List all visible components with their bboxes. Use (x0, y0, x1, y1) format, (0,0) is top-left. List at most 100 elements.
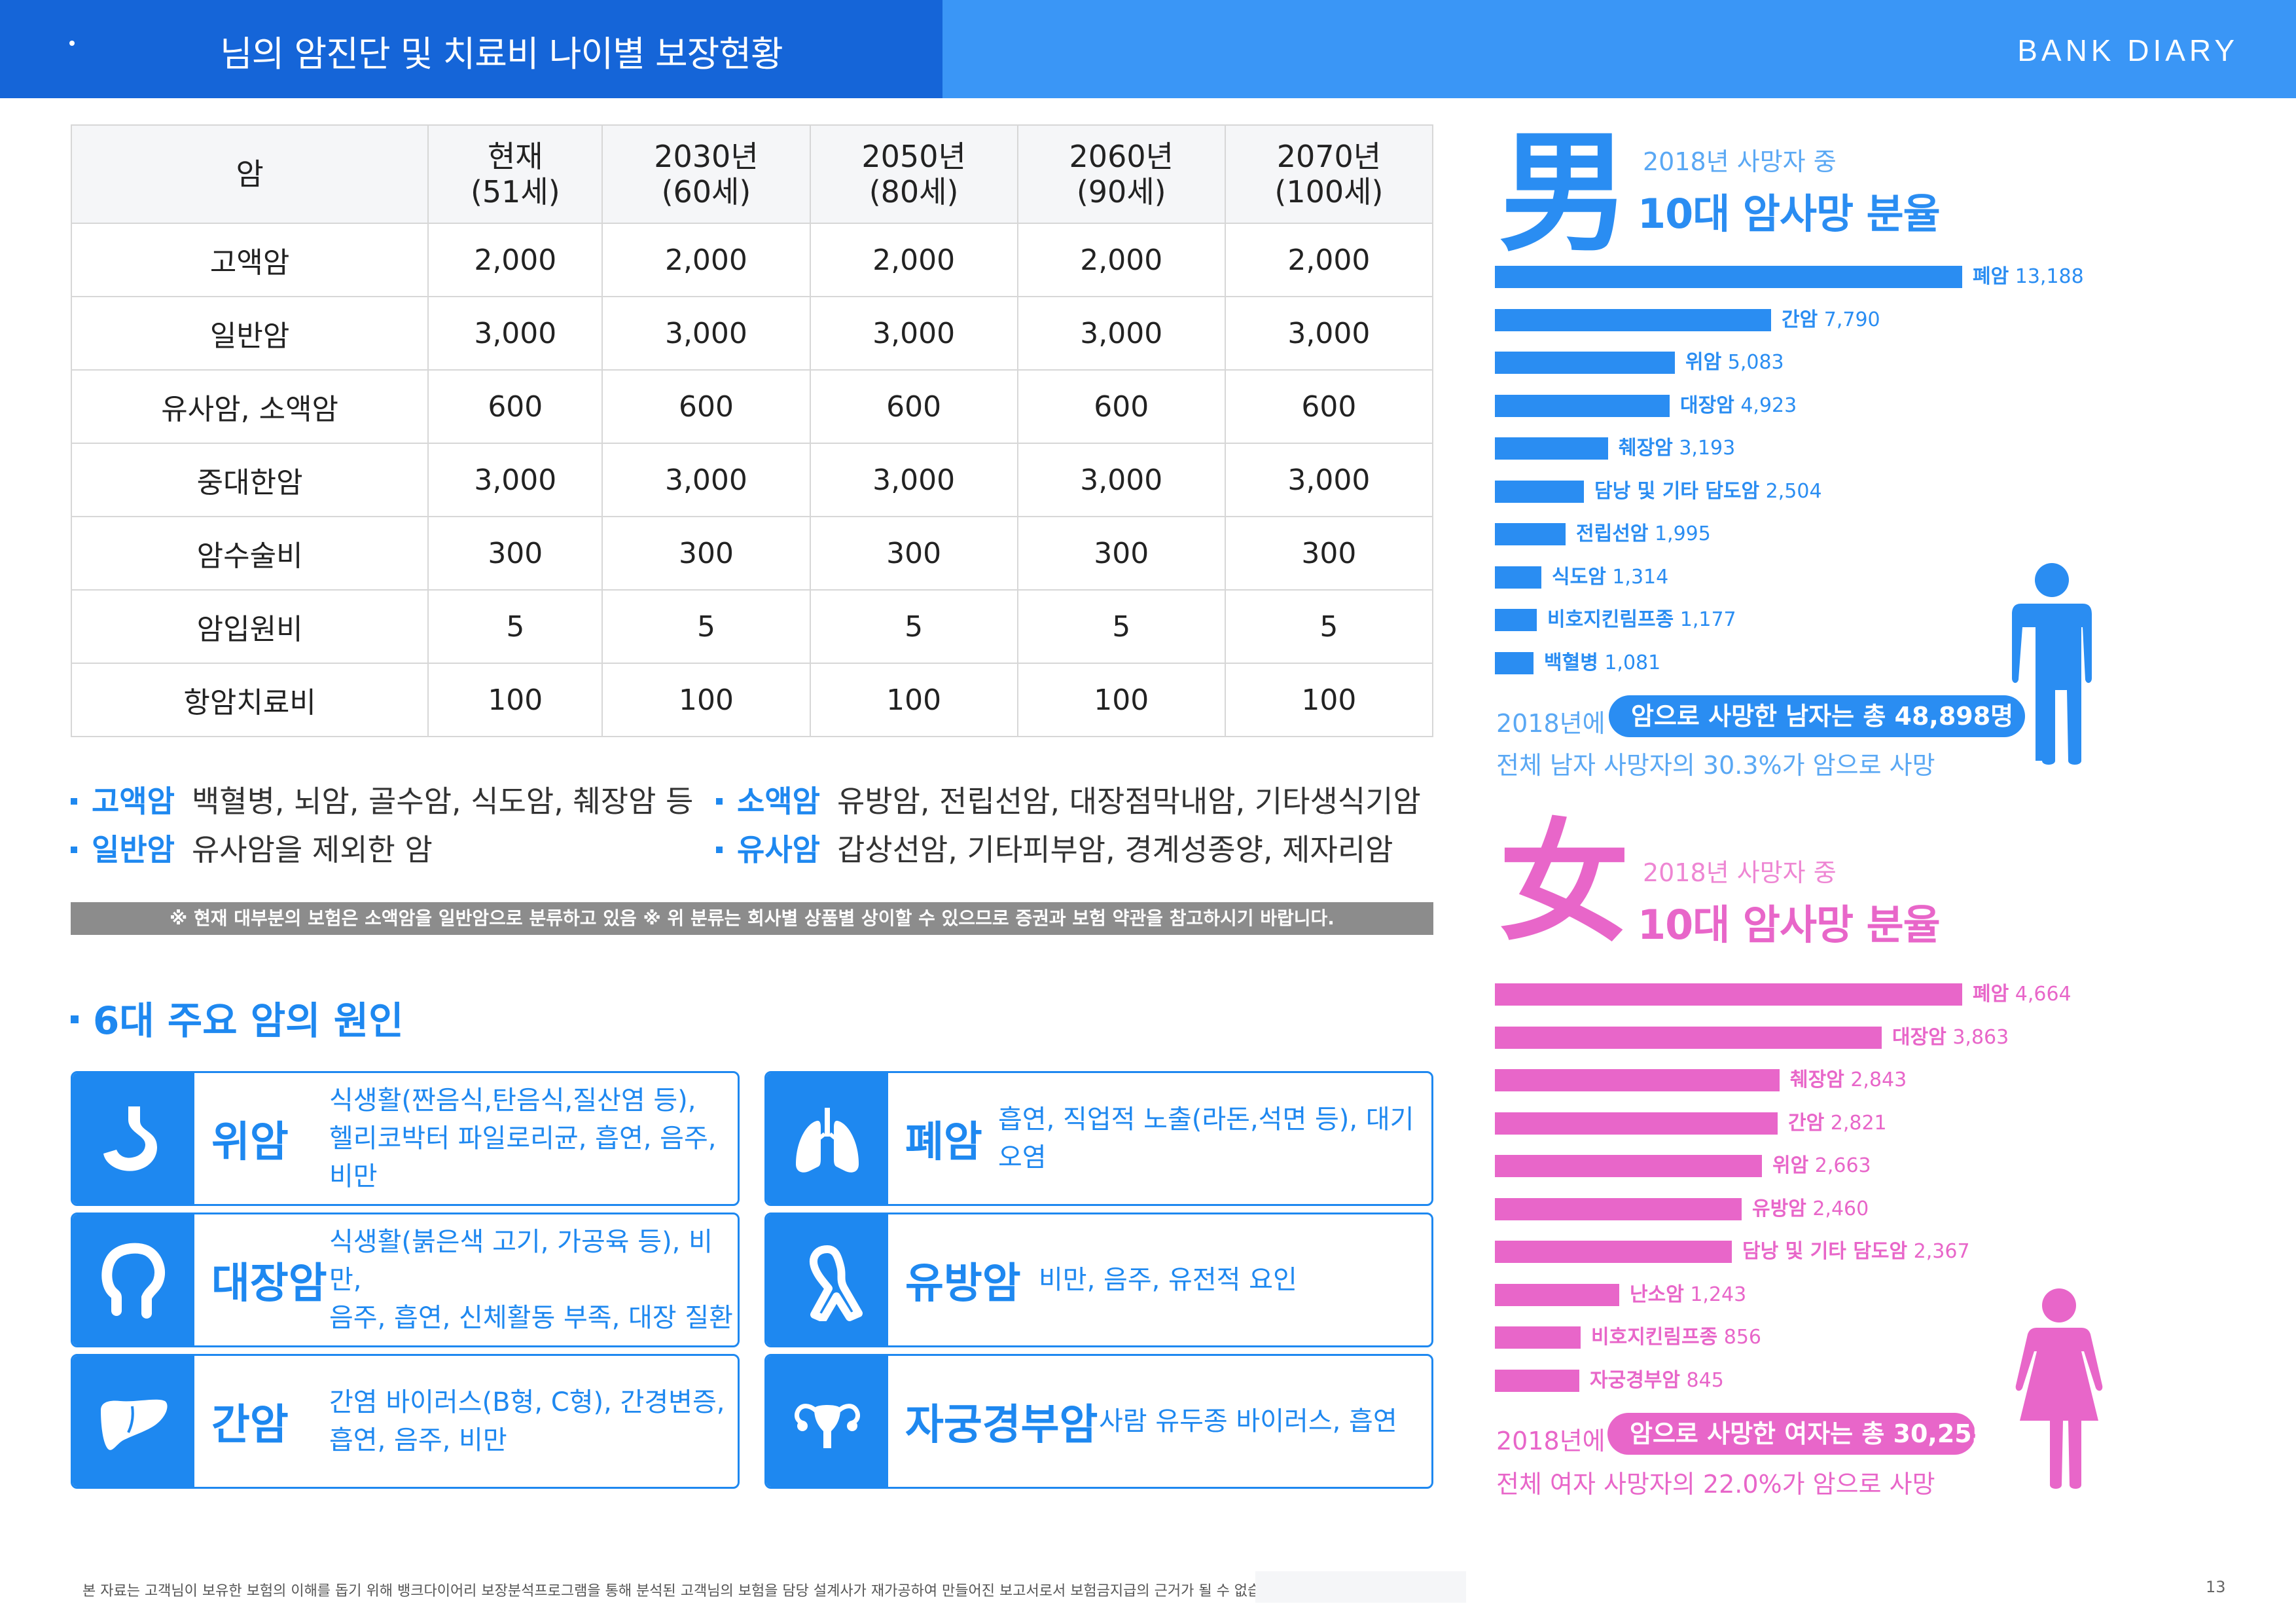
bar-category: 간암 (1788, 1111, 1825, 1135)
table-row: 고액암 2,000 2,000 2,000 2,000 2,000 (70, 223, 1434, 297)
bar-category: 비호지킨림프종 (1547, 608, 1674, 631)
female-hanja: 女 (1499, 807, 1630, 960)
card-cancer-name: 자궁경부암 (905, 1401, 1098, 1450)
bullet (71, 797, 77, 805)
chart-bar (1495, 566, 1541, 589)
bar-value: 2,843 (1844, 1068, 1907, 1091)
footer-blank-box (1255, 1571, 1466, 1603)
amount-cell: 3,000 (1224, 443, 1434, 517)
page-header: 님의 암진단 및 치료비 나이별 보장현황 BANK DIARY (0, 0, 2296, 98)
amount-cell: 5 (1016, 589, 1226, 664)
card-icon-box (766, 1073, 888, 1204)
definition-item: 고액암 백혈병, 뇌암, 골수암, 식도암, 췌장암 등 (71, 778, 693, 821)
bullet (716, 846, 723, 853)
female-subtitle: 2018년 사망자 중 (1643, 858, 1837, 887)
classification-note: ※ 현재 대부분의 보험은 소액암을 일반암으로 분류하고 있음 ※ 위 분류는… (71, 902, 1433, 935)
female-summary-line: 전체 여자 사망자의 22.0%가 암으로 사망 (1496, 1470, 1935, 1499)
bar-value: 2,460 (1806, 1197, 1869, 1220)
bar-value: 1,177 (1674, 608, 1736, 631)
bar-category: 대장암 (1892, 1025, 1946, 1049)
liver-icon (101, 1399, 168, 1450)
chart-bar-label: 췌장암 3,193 (1619, 437, 1735, 460)
amount-cell: 3,000 (1016, 443, 1226, 517)
female-cancer-death-chart: 폐암 4,664 대장암 3,863 췌장암 2,843 간암 2,821 위암 2,6… (1495, 983, 2215, 1415)
table-row: 암입원비 5 5 5 5 5 (70, 589, 1434, 664)
uterus-icon (795, 1404, 860, 1448)
card-cause-desc: 식생활(짠음식,탄음식,질산염 등), 헬리코박터 파일로리균, 흡연, 음주, … (329, 1085, 717, 1192)
bar-category: 난소암 (1630, 1283, 1684, 1306)
card-icon-box (766, 1356, 888, 1487)
table-row: 항암치료비 100 100 100 100 100 (70, 663, 1434, 737)
amount-cell: 3,000 (427, 443, 603, 517)
definition-term: 일반암 (92, 832, 175, 867)
bar-category: 자궁경부암 (1590, 1368, 1680, 1392)
bar-category: 비호지킨림프종 (1591, 1326, 1718, 1349)
female-figure-icon (2015, 1288, 2103, 1489)
amount-cell: 2,000 (809, 223, 1018, 297)
bar-value: 1,995 (1648, 522, 1711, 545)
row-label-cell: 암수술비 (70, 516, 429, 591)
col-header-cancer: 암 (70, 124, 429, 224)
chart-bar-label: 췌장암 2,843 (1790, 1069, 1907, 1091)
stomach-icon (103, 1106, 157, 1171)
cause-card-colon: 대장암 식생활(붉은색 고기, 가공육 등), 비만, 음주, 흡연, 신체활동 … (71, 1213, 740, 1347)
male-hanja: 男 (1499, 117, 1630, 270)
definition-desc: 백혈병, 뇌암, 골수암, 식도암, 췌장암 등 (191, 784, 694, 819)
amount-cell: 100 (601, 663, 811, 737)
cause-card-breast: 유방암 비만, 음주, 유전적 요인 (764, 1213, 1433, 1347)
causes-title-text: 6대 주요 암의 원인 (93, 998, 404, 1043)
chart-bar (1495, 609, 1537, 631)
col-header-2050: 2050년 (80세) (809, 124, 1018, 224)
chart-bar-label: 대장암 3,863 (1892, 1025, 2009, 1049)
header-title-band: 님의 암진단 및 치료비 나이별 보장현황 (0, 0, 942, 98)
chart-bar-label: 전립선암 1,995 (1576, 523, 1711, 545)
male-summary-line: 전체 남자 사망자의 30.3%가 암으로 사망 (1496, 751, 1935, 780)
bar-category: 대장암 (1680, 393, 1734, 417)
bar-value: 5,083 (1721, 351, 1784, 374)
card-cancer-name: 대장암 (211, 1260, 327, 1308)
header-dot (69, 41, 75, 46)
bar-category: 폐암 (1973, 265, 2009, 288)
amount-cell: 3,000 (427, 296, 603, 371)
amount-cell: 100 (1224, 663, 1434, 737)
chart-bar (1495, 394, 1670, 417)
definition-item: 일반암 유사암을 제외한 암 (71, 826, 433, 869)
card-cancer-name: 유방암 (905, 1260, 1021, 1308)
amount-cell: 600 (1016, 369, 1226, 444)
chart-bar-label: 대장암 4,923 (1680, 393, 1797, 417)
table-row: 일반암 3,000 3,000 3,000 3,000 3,000 (70, 296, 1434, 371)
chart-bar-label: 폐암 13,188 (1973, 266, 2084, 288)
amount-cell: 300 (601, 516, 811, 591)
page-title: 님의 암진단 및 치료비 나이별 보장현황 (220, 33, 783, 75)
bar-category: 간암 (1782, 308, 1818, 331)
bar-value: 2,821 (1824, 1111, 1887, 1135)
card-cancer-name: 폐암 (905, 1118, 982, 1167)
chart-bar-label: 난소암 1,243 (1630, 1283, 1747, 1306)
bar-value: 4,923 (1734, 393, 1797, 417)
chart-bar-label: 자궁경부암 845 (1590, 1368, 1724, 1392)
brand-logo: BANK DIARY (2017, 33, 2238, 67)
bar-category: 위암 (1772, 1154, 1809, 1177)
bar-category: 위암 (1685, 351, 1722, 374)
row-label-cell: 일반암 (70, 296, 429, 371)
amount-cell: 2,000 (601, 223, 811, 297)
amount-cell: 2,000 (1224, 223, 1434, 297)
chart-bar (1495, 1026, 1882, 1049)
intestine-icon (101, 1243, 165, 1319)
chart-bar (1495, 1283, 1619, 1306)
amount-cell: 3,000 (1224, 296, 1434, 371)
causes-section-title: 6대 주요 암의 원인 (71, 990, 403, 1045)
card-cause-desc: 식생활(붉은색 고기, 가공육 등), 비만, 음주, 흡연, 신체활동 부족, … (329, 1227, 733, 1333)
chart-bar (1495, 1155, 1762, 1177)
bar-category: 폐암 (1973, 983, 2009, 1006)
row-label-cell: 유사암, 소액암 (70, 369, 429, 444)
bar-category: 유방암 (1752, 1197, 1806, 1220)
chart-bar (1495, 523, 1566, 545)
amount-cell: 600 (809, 369, 1018, 444)
male-subtitle: 2018년 사망자 중 (1643, 147, 1837, 176)
chart-bar (1495, 983, 1962, 1006)
cause-card-cervix: 자궁경부암 사람 유두종 바이러스, 흡연 (764, 1354, 1433, 1489)
bar-value: 1,243 (1683, 1283, 1747, 1306)
definition-desc: 유방암, 전립선암, 대장점막내암, 기타생식기암 (836, 784, 1421, 819)
amount-cell: 5 (601, 589, 811, 664)
